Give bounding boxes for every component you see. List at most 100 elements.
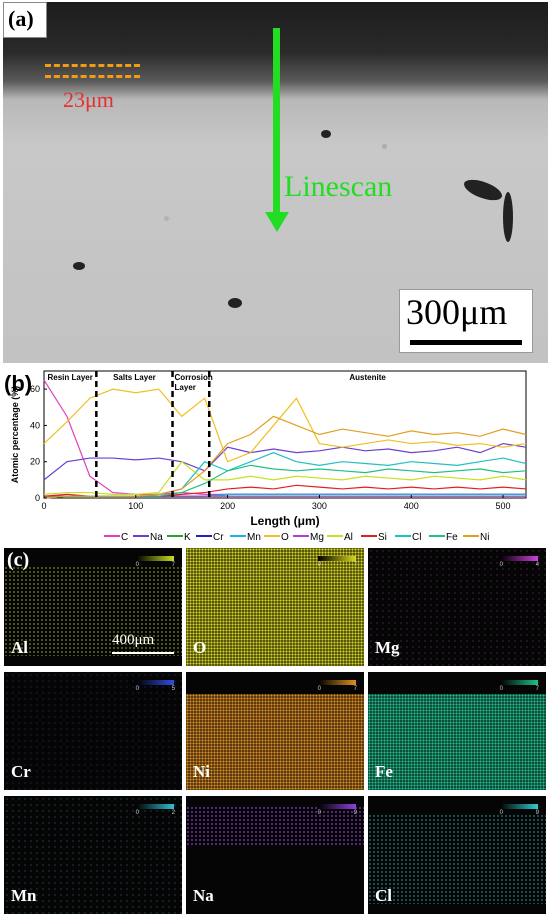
legend-label-fe: Fe: [446, 532, 458, 543]
legend-label-o: O: [281, 532, 289, 543]
colorbar-min: 0: [135, 686, 139, 692]
layer-boundary-top: [45, 64, 140, 67]
eds-map-na: 0 9 Na: [186, 796, 364, 914]
colorbar: [136, 556, 174, 561]
colorbar-max: 7: [353, 686, 357, 692]
eds-map-o: 0 7 O: [186, 548, 364, 666]
eds-map-ni: 0 7 Ni: [186, 672, 364, 790]
colorbar-max: 9: [535, 810, 539, 816]
x-axis-label: Length (μm): [250, 514, 319, 528]
colorbar: [318, 680, 356, 685]
scale-bar-box: 300μm: [399, 289, 533, 353]
colorbar-max: 5: [171, 686, 175, 692]
map-scale-bar: [112, 652, 174, 654]
colorbar-min: 0: [135, 810, 139, 816]
scale-bar: [410, 340, 522, 345]
eds-map-signal: [4, 672, 182, 790]
colorbar-max: 7: [171, 562, 175, 568]
legend-label-ni: Ni: [480, 532, 489, 543]
defect-spot: [503, 192, 513, 242]
colorbar-max: 9: [353, 810, 357, 816]
region-label: Layer: [175, 383, 196, 392]
y-tick-label: 0: [35, 493, 40, 503]
colorbar-min: 0: [499, 562, 503, 568]
colorbar: [318, 556, 356, 561]
series-line-na: [43, 442, 527, 481]
eds-map-cr: 0 5 Cr: [4, 672, 182, 790]
region-label: Corrosion: [175, 373, 213, 382]
region-label: Austenite: [349, 373, 386, 382]
eds-map-signal: [368, 814, 546, 904]
series-line-cl: [43, 451, 527, 499]
legend-label-cl: Cl: [412, 532, 421, 543]
colorbar-max: 7: [353, 562, 357, 568]
layer-boundary-bottom: [45, 75, 140, 78]
colorbar: [500, 804, 538, 809]
legend-label-cr: Cr: [213, 532, 224, 543]
eds-map-fe: 0 7 Fe: [368, 672, 546, 790]
x-tick-label: 200: [220, 501, 235, 511]
colorbar-min: 0: [317, 810, 321, 816]
element-label: O: [193, 638, 207, 657]
colorbar-min: 0: [317, 562, 321, 568]
element-label: Cl: [375, 886, 392, 905]
legend-label-na: Na: [150, 532, 163, 543]
colorbar-min: 0: [317, 686, 321, 692]
panel-c-label: (c): [7, 549, 30, 571]
x-tick-label: 400: [404, 501, 419, 511]
colorbar-min: 0: [499, 810, 503, 816]
y-axis-label: Atomic percentage (%): [10, 386, 20, 484]
x-tick-label: 300: [312, 501, 327, 511]
legend-label-mn: Mn: [247, 532, 261, 543]
eds-map-signal: [368, 694, 546, 790]
scale-bar-label: 300μm: [406, 292, 508, 332]
defect-spot: [73, 262, 85, 270]
defect-spot: [321, 130, 331, 138]
colorbar: [500, 680, 538, 685]
legend-label-mg: Mg: [310, 532, 324, 543]
colorbar: [318, 804, 356, 809]
linescan-chart-panel: (b) Resin Layer Salts Layer Corrosion Layer A…: [0, 367, 550, 549]
legend-label-si: Si: [378, 532, 387, 543]
series-line-ni: [43, 415, 527, 499]
linescan-arrow-head: [265, 212, 289, 232]
colorbar-max: 2: [171, 810, 175, 816]
region-label: Salts Layer: [113, 373, 156, 382]
x-tick-label: 500: [496, 501, 511, 511]
defect-spot: [461, 175, 505, 205]
colorbar-min: 0: [135, 562, 139, 568]
series-line-o: [43, 388, 527, 463]
eds-map-mn: 0 2 Mn: [4, 796, 182, 914]
thickness-label: 23μm: [63, 87, 114, 112]
panel-b-label: (b): [4, 371, 32, 396]
defect-spot: [228, 298, 242, 308]
y-tick-label: 40: [30, 420, 40, 430]
element-label: Al: [11, 638, 28, 657]
colorbar: [136, 804, 174, 809]
map-scale-label: 400μm: [112, 632, 155, 648]
eds-map-signal: [186, 806, 364, 846]
panel-a-label: (a): [8, 6, 34, 31]
eds-map-signal: [186, 548, 364, 666]
region-label: Resin Layer: [47, 373, 92, 382]
colorbar-min: 0: [499, 686, 503, 692]
eds-map-cl: 0 9 Cl: [368, 796, 546, 914]
eds-map-signal: [4, 796, 182, 914]
element-label: Mg: [375, 638, 400, 657]
element-label: Mn: [11, 886, 37, 905]
colorbar: [500, 556, 538, 561]
element-label: Cr: [11, 762, 31, 781]
eds-map-signal: [368, 548, 546, 666]
linescan-label: Linescan: [284, 170, 393, 203]
colorbar-max: 4: [535, 562, 539, 568]
colorbar: [136, 680, 174, 685]
y-tick-label: 20: [30, 457, 40, 467]
eds-map-al: 0 7 Al (c) 400μm: [4, 548, 182, 666]
x-tick-label: 100: [128, 501, 143, 511]
legend-label-k: K: [184, 532, 191, 543]
element-label: Fe: [375, 762, 393, 781]
colorbar-max: 7: [535, 686, 539, 692]
eds-map-mg: 0 4 Mg: [368, 548, 546, 666]
x-tick-label: 0: [41, 501, 46, 511]
